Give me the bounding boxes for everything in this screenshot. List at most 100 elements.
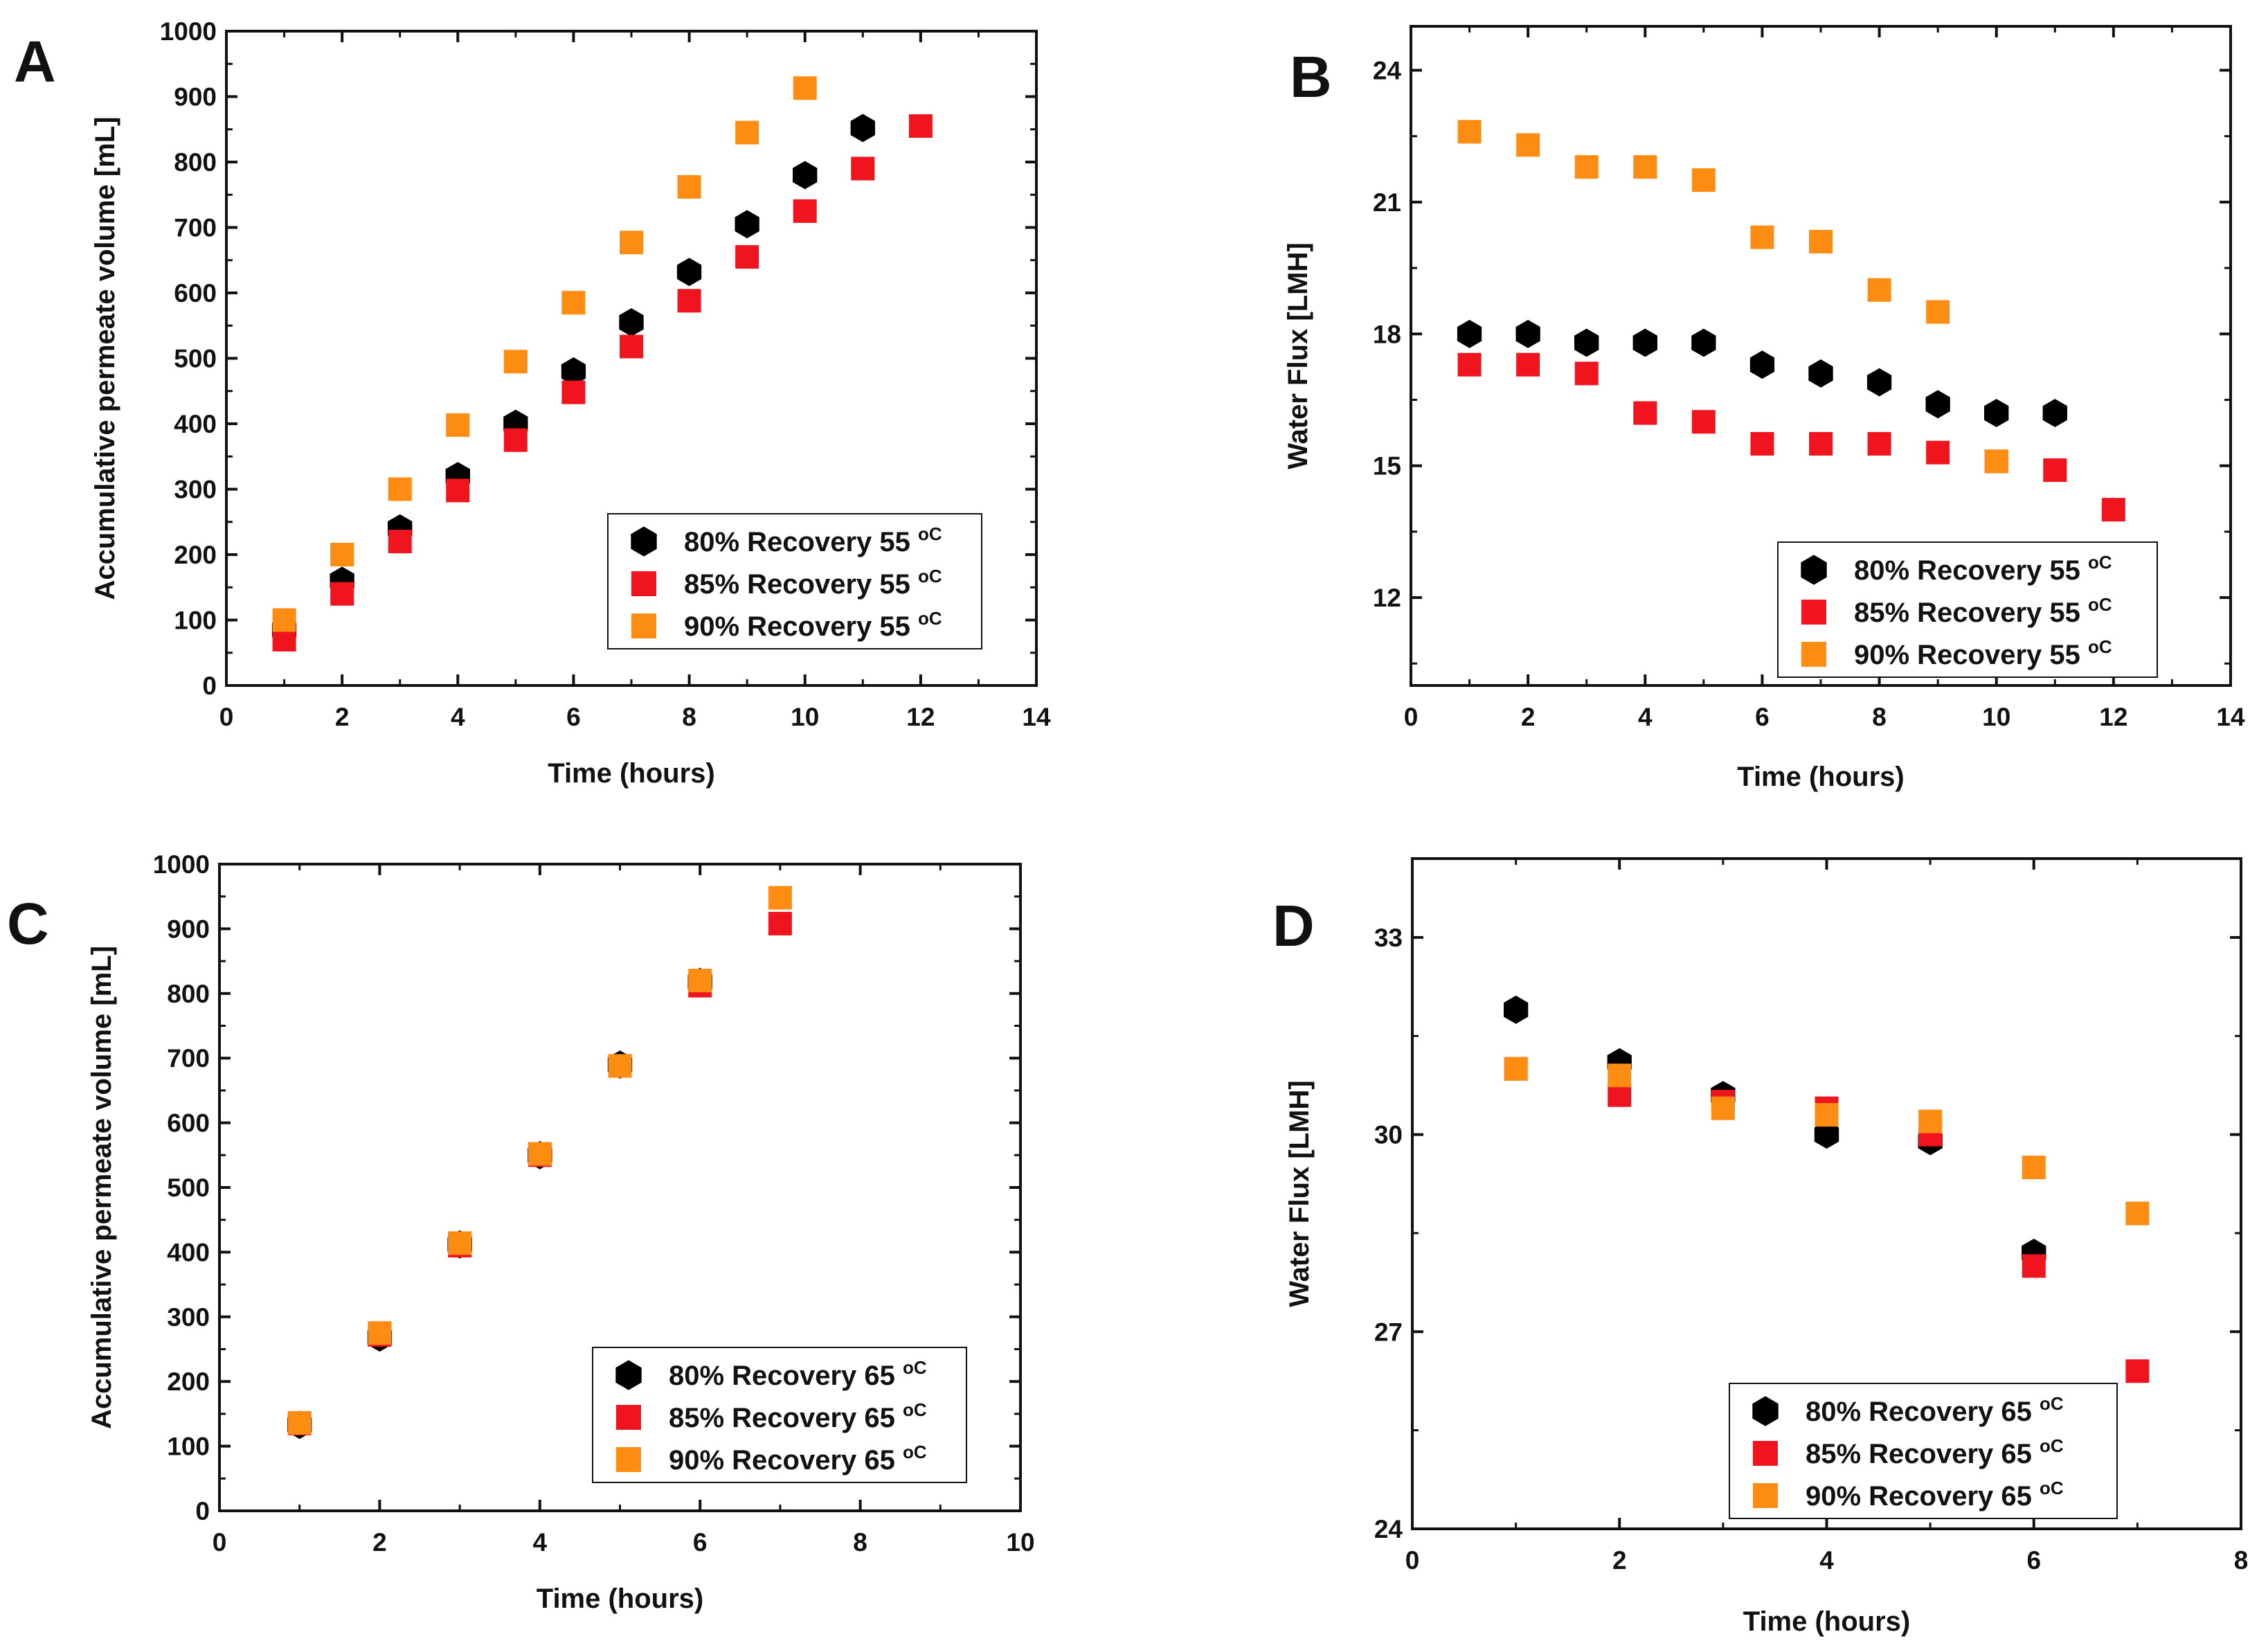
y-tick-label: 15: [1373, 452, 1401, 481]
x-tick-label: 4: [451, 703, 465, 731]
legend-unit: oC: [2040, 1435, 2064, 1456]
y-tick-label: 0: [202, 672, 217, 700]
data-point: [1574, 328, 1599, 357]
data-point: [1815, 1103, 1839, 1127]
legend-unit: oC: [2088, 636, 2112, 657]
x-tick-label: 14: [1022, 703, 1051, 731]
data-point: [2101, 498, 2125, 522]
data-point: [446, 478, 470, 503]
x-tick-label: 4: [1819, 1546, 1834, 1575]
y-tick-label: 33: [1374, 924, 1403, 952]
y-tick-label: 500: [174, 345, 217, 373]
x-axis-title: Time (hours): [537, 1584, 704, 1614]
data-point: [561, 291, 586, 315]
legend-label: 80% Recovery 55 oC: [1854, 552, 2112, 586]
data-point: [368, 1321, 392, 1345]
x-tick-label: 14: [2216, 703, 2245, 731]
data-point: [561, 357, 586, 386]
legend-label-text: 85% Recovery 55: [684, 569, 918, 600]
data-point: [908, 114, 933, 138]
data-point: [528, 1142, 552, 1166]
x-tick-label: 6: [693, 1528, 708, 1557]
x-tick-label: 0: [219, 703, 234, 731]
series-3: [1457, 120, 2008, 474]
y-tick-label: 200: [167, 1368, 210, 1396]
data-point: [677, 174, 701, 199]
data-point: [1866, 368, 1892, 397]
series-2: [1457, 352, 2125, 522]
legend-marker: [1753, 1441, 1778, 1466]
legend-marker: [1801, 600, 1826, 625]
x-tick-label: 8: [853, 1528, 867, 1557]
legend-marker: [631, 613, 656, 638]
data-point: [1515, 319, 1540, 348]
legend-label: 85% Recovery 55 oC: [1854, 594, 2112, 628]
data-point: [287, 1410, 312, 1435]
data-point: [1814, 1120, 1839, 1149]
data-point: [1808, 359, 1833, 388]
x-tick-label: 2: [1521, 703, 1536, 731]
legend-marker: [616, 1447, 641, 1472]
y-tick-label: 900: [174, 83, 217, 111]
x-tick-label: 6: [566, 703, 581, 731]
x-tick-label: 4: [533, 1528, 548, 1557]
y-tick-label: 300: [174, 476, 217, 504]
data-point: [272, 608, 296, 632]
y-tick-label: 100: [167, 1433, 210, 1461]
y-tick-label: 900: [167, 915, 210, 943]
data-point: [1809, 431, 1833, 456]
panel-a: A 0 2 4 6 8 10 12 14 0 100 200 300 400 500 600 700 800 900…: [14, 17, 1051, 789]
x-tick-label: 0: [1405, 1546, 1420, 1575]
data-point: [448, 1231, 472, 1255]
legend-label: 90% Recovery 55 oC: [1854, 636, 2112, 670]
legend-unit: oC: [918, 608, 942, 629]
data-point: [2022, 1156, 2046, 1180]
x-axis-title: Time (hours): [1737, 762, 1905, 792]
y-tick-label: 700: [167, 1044, 210, 1073]
data-point: [330, 543, 354, 566]
y-tick-label: 18: [1373, 320, 1401, 348]
legend-marker: [615, 1360, 642, 1390]
data-point: [1867, 278, 1891, 302]
x-tick-label: 4: [1638, 703, 1653, 731]
y-tick-label: 400: [174, 410, 217, 438]
data-point: [272, 627, 296, 652]
legend-label: 90% Recovery 65 oC: [1806, 1478, 2064, 1512]
legend-label: 80% Recovery 65 oC: [669, 1357, 927, 1391]
data-point: [1574, 361, 1599, 386]
y-tick-label: 12: [1373, 584, 1401, 612]
data-point: [388, 530, 412, 554]
x-axis-title: Time (hours): [548, 758, 715, 789]
legend-unit: oC: [903, 1357, 927, 1378]
data-point: [1632, 328, 1657, 357]
legend-unit: oC: [2040, 1478, 2064, 1498]
data-point: [850, 114, 875, 143]
panel-c: C0 2 4 6 8 1001002003004005006007008009001000…: [7, 850, 1035, 1614]
data-point: [793, 199, 817, 223]
x-tick-label: 2: [372, 1528, 387, 1557]
legend-label-text: 85% Recovery 55: [1854, 598, 2088, 628]
legend-label: 80% Recovery 55 oC: [684, 523, 942, 557]
data-point: [2042, 399, 2067, 427]
x-tick-label: 8: [682, 703, 696, 731]
y-axis-title: Water Flux [LMH]: [1283, 242, 1313, 469]
data-point: [851, 156, 875, 181]
x-tick-label: 10: [791, 703, 819, 731]
y-tick-label: 300: [167, 1303, 210, 1331]
y-axis-title: Accumulative permeate volume [mL]: [87, 946, 117, 1429]
data-point: [768, 886, 792, 910]
legend-marker: [1753, 1483, 1778, 1508]
y-tick-label: 24: [1374, 1515, 1403, 1543]
data-point: [793, 76, 817, 100]
x-tick-label: 10: [1006, 1528, 1034, 1557]
legend-label: 85% Recovery 65 oC: [669, 1399, 927, 1433]
series-2: [272, 114, 933, 652]
data-point: [1925, 390, 1950, 419]
x-tick-label: 8: [2234, 1546, 2249, 1575]
y-tick-label: 600: [174, 279, 217, 307]
data-point: [1984, 449, 2008, 474]
